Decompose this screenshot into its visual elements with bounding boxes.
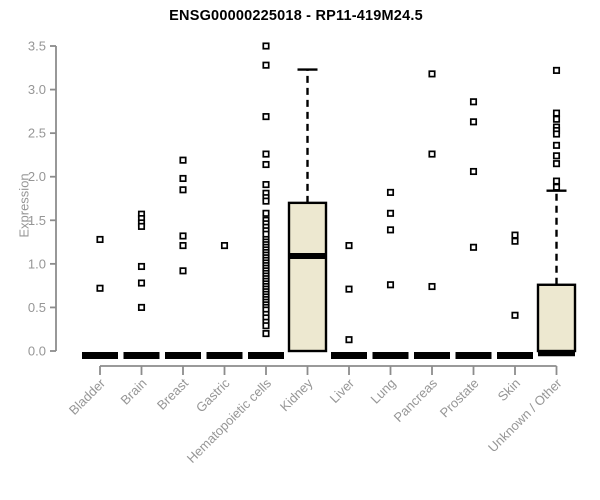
boxplot-hematopoietic-cells [248, 42, 284, 359]
x-category-label: Liver [327, 375, 358, 406]
box-iqr [536, 283, 577, 353]
x-category-label: Pancreas [391, 375, 441, 425]
boxplot-skin [497, 231, 533, 359]
x-category-label: Skin [495, 376, 523, 404]
chart-title: ENSG00000225018 - RP11-419M24.5 [169, 8, 423, 24]
outlier-point [386, 209, 395, 217]
outlier-point [552, 66, 561, 74]
boxplot-lung [372, 188, 409, 359]
outlier-point [469, 243, 478, 251]
boxplot-breast [165, 156, 201, 359]
box-iqr [287, 201, 328, 353]
outlier-point [345, 242, 353, 250]
outlier-point [552, 160, 561, 168]
x-category-label: Kidney [277, 375, 316, 414]
collapsed-box-at-zero [455, 352, 492, 359]
boxplot-pancreas [414, 70, 450, 359]
outlier-point [262, 160, 270, 169]
outlier-point [96, 235, 104, 244]
y-tick-label: 2.0 [28, 169, 46, 184]
collapsed-box-at-zero [206, 352, 243, 359]
boxplot-gastric [206, 242, 243, 359]
outlier-point [179, 267, 187, 275]
outlier-point [345, 285, 353, 293]
outlier-point [552, 177, 561, 185]
boxplot-prostate [455, 98, 492, 359]
outlier-point [137, 279, 146, 287]
outlier-point [386, 226, 395, 234]
x-category-label: Prostate [437, 376, 482, 421]
outlier-point [469, 167, 478, 176]
outlier-point [552, 141, 561, 149]
outlier-point [511, 231, 519, 239]
outlier-point [137, 303, 146, 311]
collapsed-box-at-zero [123, 352, 160, 359]
outlier-point [179, 156, 187, 164]
collapsed-box-at-zero [248, 352, 284, 359]
outlier-point [262, 181, 270, 189]
collapsed-box-at-zero [414, 352, 450, 359]
outlier-point [428, 70, 436, 78]
collapsed-box-at-zero [165, 352, 201, 359]
collapsed-box-at-zero [372, 352, 409, 359]
outlier-point [137, 222, 146, 230]
outlier-point [552, 183, 561, 191]
collapsed-box-at-zero [497, 352, 533, 359]
boxplot-unknown-other [536, 66, 577, 357]
outlier-point [262, 197, 270, 205]
outlier-point [552, 152, 561, 160]
outlier-point [179, 242, 187, 250]
outlier-point [96, 284, 104, 292]
outlier-point [469, 98, 478, 106]
outlier-point [179, 174, 187, 183]
outlier-point [552, 115, 561, 123]
outlier-point [428, 150, 436, 158]
x-category-label: Brain [118, 376, 150, 408]
x-category-label: Unknown / Other [485, 375, 565, 455]
outlier-point [345, 336, 353, 344]
y-tick-label: 3.0 [28, 82, 46, 97]
outlier-point [262, 209, 270, 217]
outlier-point [262, 113, 270, 121]
outlier-point [262, 150, 270, 158]
outlier-point [511, 237, 519, 245]
outlier-point [262, 322, 270, 330]
boxplot-kidney [287, 68, 328, 353]
outlier-point [469, 118, 478, 126]
outlier-point [262, 330, 270, 338]
y-tick-label: 1.0 [28, 256, 46, 271]
outlier-point [386, 188, 395, 196]
collapsed-box-at-zero [82, 352, 118, 359]
outlier-point [552, 109, 561, 117]
boxplot-liver [331, 242, 367, 359]
y-tick-label: 0.0 [28, 344, 46, 359]
outlier-point [220, 242, 229, 250]
y-tick-label: 2.5 [28, 126, 46, 141]
y-tick-label: 0.5 [28, 300, 46, 315]
y-tick-label: 3.5 [28, 39, 46, 54]
x-category-label: Lung [368, 376, 399, 407]
boxplot-brain [123, 210, 160, 359]
x-category-label: Breast [154, 375, 191, 412]
x-category-label: Bladder [66, 375, 109, 418]
x-category-label: Gastric [193, 375, 233, 415]
outlier-point [511, 311, 519, 319]
outlier-point [262, 61, 270, 69]
collapsed-box-at-zero [331, 352, 367, 359]
outlier-point [179, 186, 187, 194]
boxplot-bladder [82, 235, 118, 359]
outlier-point [386, 281, 395, 289]
outlier-point [552, 130, 561, 138]
outlier-point [262, 42, 270, 50]
y-tick-label: 1.5 [28, 213, 46, 228]
outlier-point [179, 232, 187, 240]
outlier-point [428, 282, 436, 291]
outlier-point [137, 262, 146, 271]
